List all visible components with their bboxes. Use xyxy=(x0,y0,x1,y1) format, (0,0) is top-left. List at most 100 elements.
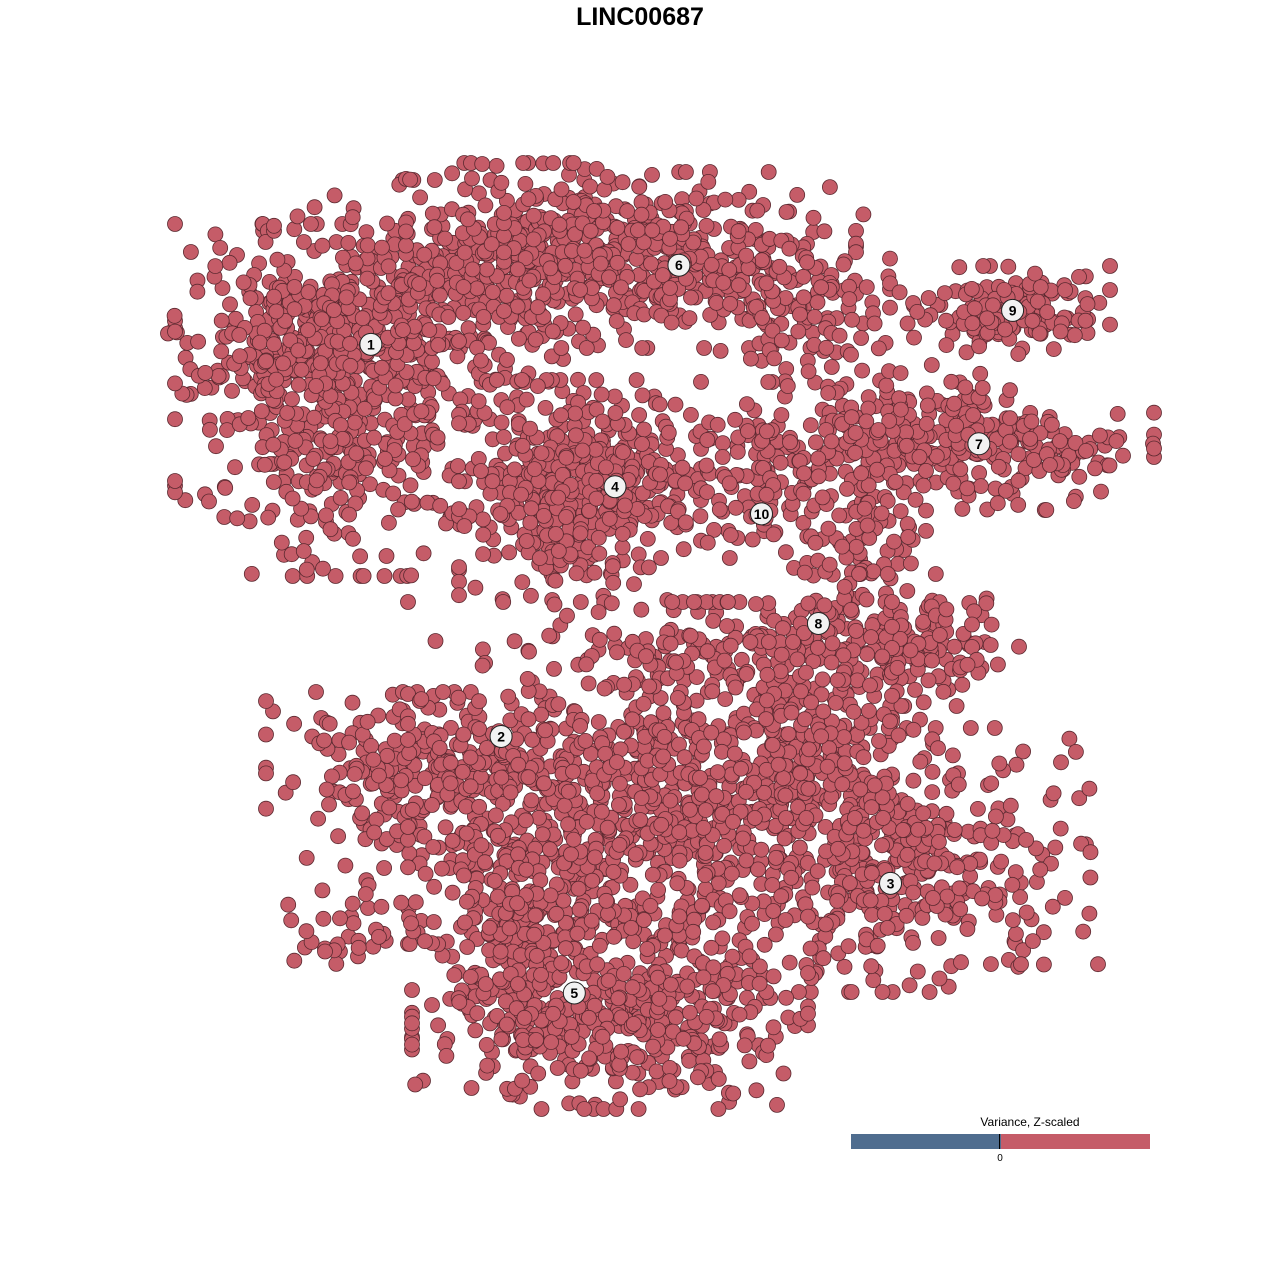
data-point xyxy=(738,247,755,264)
data-point xyxy=(632,812,649,828)
data-point xyxy=(493,769,510,786)
data-point xyxy=(605,864,622,880)
data-point xyxy=(906,329,922,346)
data-point xyxy=(965,407,981,424)
data-point xyxy=(430,1017,447,1034)
data-point xyxy=(946,822,963,838)
data-point xyxy=(1010,472,1027,489)
data-point xyxy=(899,796,916,812)
data-point xyxy=(321,796,337,813)
data-point xyxy=(663,314,680,331)
data-point xyxy=(686,594,702,610)
data-point xyxy=(855,822,872,839)
data-point xyxy=(345,530,361,547)
data-point xyxy=(526,461,543,478)
data-point xyxy=(996,281,1013,298)
data-point xyxy=(298,850,315,866)
data-point xyxy=(576,242,593,259)
data-point xyxy=(754,252,770,269)
data-point xyxy=(356,400,373,417)
data-point xyxy=(946,395,963,412)
data-point xyxy=(222,296,238,313)
data-point xyxy=(285,774,302,791)
data-point xyxy=(823,359,840,375)
data-point xyxy=(741,183,758,200)
data-point xyxy=(1102,258,1118,274)
data-point xyxy=(638,648,654,665)
data-point xyxy=(720,594,736,610)
data-point xyxy=(1071,468,1088,485)
data-point xyxy=(974,890,990,907)
data-point xyxy=(735,830,751,847)
data-point xyxy=(946,638,963,655)
data-point xyxy=(455,279,472,295)
data-point xyxy=(974,380,991,396)
data-point xyxy=(266,288,282,305)
data-point xyxy=(848,623,864,639)
data-point xyxy=(398,237,414,254)
data-point xyxy=(293,500,310,517)
data-point xyxy=(268,303,285,320)
data-point xyxy=(279,404,296,421)
data-point xyxy=(522,514,539,531)
data-point xyxy=(1066,493,1082,510)
data-point xyxy=(1002,433,1018,450)
data-point xyxy=(694,786,710,803)
data-point xyxy=(478,1037,495,1053)
data-point xyxy=(546,596,563,613)
data-point xyxy=(711,501,728,518)
data-point xyxy=(1146,440,1162,457)
data-point xyxy=(700,173,717,190)
data-point xyxy=(639,531,656,547)
data-point xyxy=(800,965,816,981)
data-point xyxy=(286,715,303,732)
data-point xyxy=(973,478,989,495)
data-point xyxy=(642,898,659,914)
data-point xyxy=(1010,446,1027,463)
data-point xyxy=(775,1065,792,1082)
data-point xyxy=(986,720,1003,736)
data-point xyxy=(749,202,766,219)
data-point xyxy=(404,1015,420,1032)
data-point xyxy=(581,1050,597,1067)
data-point xyxy=(1013,956,1029,973)
data-point xyxy=(1052,433,1068,450)
data-point xyxy=(631,407,647,423)
data-point xyxy=(306,199,323,216)
data-point xyxy=(900,529,917,545)
data-point xyxy=(548,526,564,542)
data-point xyxy=(730,277,747,294)
data-point xyxy=(1057,282,1073,299)
data-point xyxy=(765,526,782,543)
data-point xyxy=(362,476,378,493)
data-point xyxy=(424,797,440,813)
data-point xyxy=(636,421,652,438)
data-point xyxy=(425,370,442,387)
data-point xyxy=(359,270,376,287)
data-point xyxy=(627,846,644,863)
data-point xyxy=(865,563,882,580)
data-point xyxy=(617,497,633,514)
data-point xyxy=(189,283,206,300)
data-point xyxy=(355,568,372,584)
data-point xyxy=(258,353,274,370)
data-point xyxy=(415,545,432,562)
data-point xyxy=(474,156,491,172)
data-point xyxy=(771,258,788,275)
data-point xyxy=(764,322,781,339)
data-point xyxy=(609,254,626,271)
data-point xyxy=(919,397,936,414)
data-point xyxy=(773,407,790,423)
data-point xyxy=(971,465,987,481)
data-point xyxy=(584,872,601,889)
data-point xyxy=(606,928,622,945)
data-point xyxy=(792,306,808,323)
data-point xyxy=(866,315,883,332)
data-point xyxy=(777,912,794,928)
data-point xyxy=(604,558,621,575)
data-point xyxy=(455,305,472,321)
data-point xyxy=(470,393,487,410)
data-point xyxy=(653,816,670,833)
data-point xyxy=(475,546,492,562)
data-point xyxy=(848,244,864,261)
